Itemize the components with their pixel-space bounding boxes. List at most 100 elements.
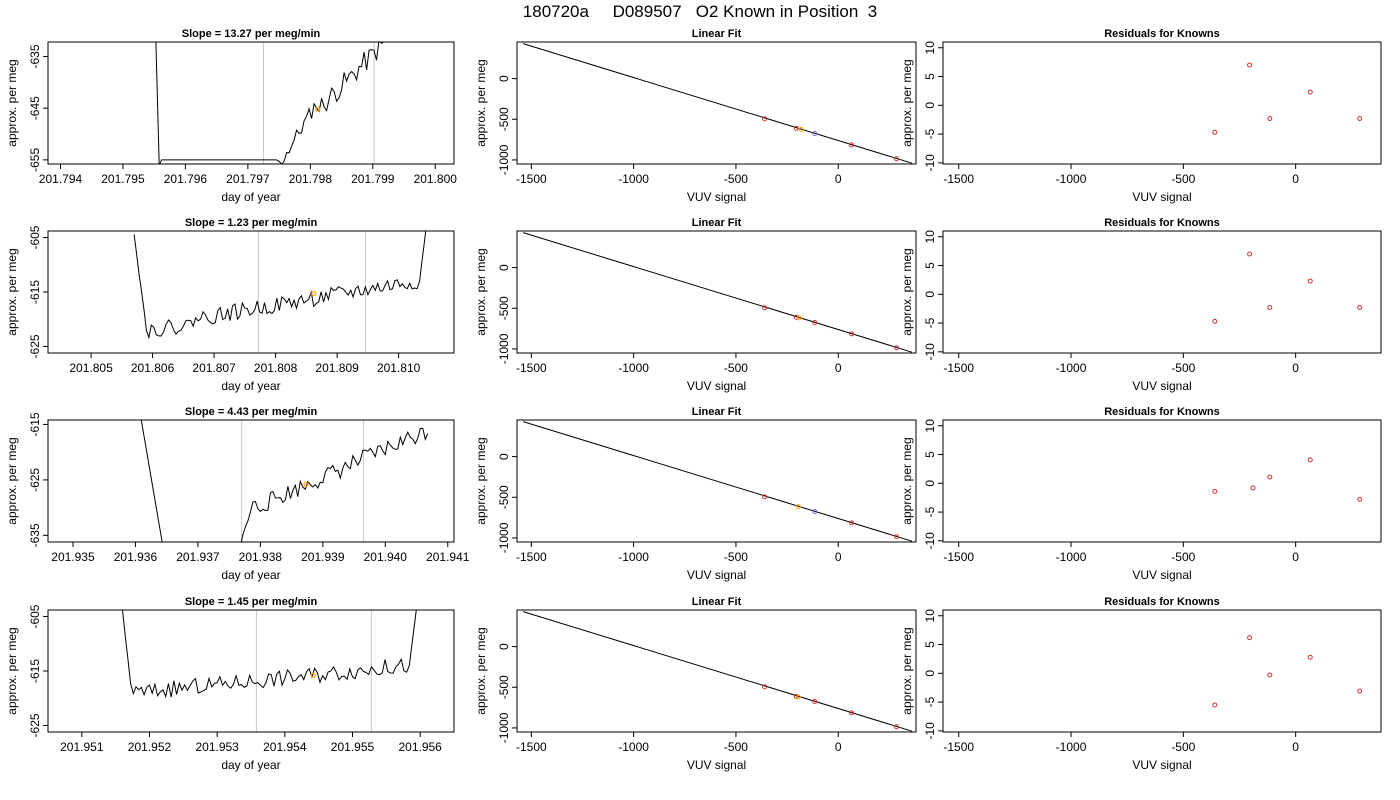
x-axis-label: VUV signal <box>687 190 746 204</box>
panel-title: Slope = 13.27 per meg/min <box>182 28 321 40</box>
x-tick-label: -500 <box>724 361 748 375</box>
y-tick-label: -615 <box>28 659 42 683</box>
residual-point <box>1357 116 1363 122</box>
x-tick-label: 0 <box>1292 361 1299 375</box>
page-title: 180720a D089507 O2 Known in Position 3 <box>522 2 878 21</box>
data-trace-line <box>133 231 427 340</box>
residual-point <box>1212 318 1218 324</box>
panel-title: Residuals for Knowns <box>1104 28 1220 40</box>
x-tick-label: 201.795 <box>101 172 145 186</box>
x-tick-label: 201.941 <box>426 550 470 564</box>
x-tick-label: 201.956 <box>398 740 442 754</box>
x-tick-label: -500 <box>1171 550 1195 564</box>
residual-point <box>1307 89 1313 95</box>
panel-resid-2: -1500 -1000 -500 0 10 5 0 -5 -10 Residuals for Kn… <box>900 217 1382 393</box>
y-tick-label: -635 <box>28 44 42 68</box>
residual-point <box>1247 62 1253 68</box>
residual-point <box>1357 305 1363 311</box>
highlight-marker <box>311 291 317 297</box>
known-point <box>812 131 818 136</box>
known-point <box>849 710 855 716</box>
known-point <box>762 684 768 690</box>
x-tick-label: 201.809 <box>315 361 359 375</box>
known-point <box>849 520 855 526</box>
y-tick-label: -625 <box>28 468 42 492</box>
known-point <box>762 305 768 311</box>
known-point <box>894 156 900 162</box>
panel-resid-1: -1500 -1000 -500 0 10 5 0 -5 -10 Residuals for Kn… <box>900 28 1382 204</box>
x-tick-label: -500 <box>1171 361 1195 375</box>
plot-area <box>522 611 913 732</box>
plot-frame <box>516 419 917 543</box>
known-point <box>793 314 799 320</box>
panel-title: Slope = 4.43 per meg/min <box>185 406 318 418</box>
y-tick-label: -5 <box>923 128 937 139</box>
y-axis-label: approx. per meg <box>900 437 914 524</box>
y-tick-label: 10 <box>923 609 937 623</box>
plot-area <box>1212 635 1363 708</box>
panel-title: Residuals for Knowns <box>1104 596 1220 608</box>
y-tick-label: -1000 <box>497 522 511 553</box>
plot-area <box>140 420 429 542</box>
known-point <box>812 699 818 704</box>
residual-point <box>1307 278 1313 284</box>
y-tick-label: 10 <box>923 41 937 55</box>
panel-time-3: 201.935 201.936 201.937 201.938 201.939 201.9… <box>5 406 470 582</box>
x-tick-label: 201.794 <box>39 172 83 186</box>
x-tick-label: 201.936 <box>114 550 158 564</box>
x-tick-label: 201.810 <box>377 361 421 375</box>
x-tick-label: 201.938 <box>239 550 283 564</box>
residual-point <box>1250 485 1256 491</box>
plot-frame <box>516 41 917 165</box>
x-tick-label: -1500 <box>943 361 974 375</box>
x-tick-label: 0 <box>835 740 842 754</box>
plot-frame <box>47 609 455 733</box>
y-axis-label: approx. per meg <box>900 627 914 714</box>
x-tick-label: -1000 <box>618 550 649 564</box>
y-tick-label: -605 <box>28 604 42 628</box>
y-tick-label: -605 <box>28 225 42 249</box>
residual-point <box>1267 474 1273 480</box>
x-tick-label: -1000 <box>618 740 649 754</box>
y-tick-label: 0 <box>497 643 511 650</box>
x-tick-label: -1500 <box>516 361 547 375</box>
y-tick-label: -635 <box>28 523 42 547</box>
plot-frame <box>47 41 455 165</box>
x-tick-label: 201.953 <box>195 740 239 754</box>
x-tick-label: -500 <box>1171 740 1195 754</box>
x-tick-label: 0 <box>835 172 842 186</box>
y-tick-label: -5 <box>923 506 937 517</box>
x-axis-label: VUV signal <box>1132 190 1191 204</box>
panel-fit-1: -1500 -1000 -500 0 0 -500 -1000 Linear Fit VUV s… <box>474 28 917 204</box>
x-tick-label: 201.806 <box>131 361 175 375</box>
y-tick-label: -645 <box>28 96 42 120</box>
x-tick-label: 201.952 <box>128 740 172 754</box>
x-tick-label: 201.805 <box>69 361 113 375</box>
known-point <box>812 320 818 325</box>
x-tick-label: -1500 <box>516 740 547 754</box>
y-tick-label: 0 <box>497 264 511 271</box>
known-point <box>849 331 855 337</box>
panel-title: Slope = 1.45 per meg/min <box>185 596 318 608</box>
x-tick-label: -1000 <box>1056 740 1087 754</box>
x-axis-label: day of year <box>221 379 280 393</box>
x-tick-label: -1000 <box>1056 550 1087 564</box>
highlight-marker <box>303 481 309 487</box>
panel-time-1: 201.794 201.795 201.796 201.797 201.798 201.7… <box>5 28 457 204</box>
x-tick-label: 201.954 <box>263 740 307 754</box>
x-axis-label: day of year <box>221 190 280 204</box>
x-tick-label: -500 <box>724 550 748 564</box>
known-point <box>793 125 799 131</box>
residual-point <box>1357 496 1363 502</box>
y-axis-label: approx. per meg <box>900 59 914 146</box>
panel-title: Linear Fit <box>692 406 742 418</box>
x-tick-label: 0 <box>1292 740 1299 754</box>
y-tick-label: -500 <box>497 107 511 131</box>
x-axis-label: VUV signal <box>1132 568 1191 582</box>
y-tick-label: -500 <box>497 675 511 699</box>
x-tick-label: -1500 <box>516 550 547 564</box>
y-tick-label: -500 <box>497 485 511 509</box>
residual-point <box>1267 305 1273 311</box>
x-tick-label: 0 <box>1292 172 1299 186</box>
fit-line <box>522 421 913 542</box>
